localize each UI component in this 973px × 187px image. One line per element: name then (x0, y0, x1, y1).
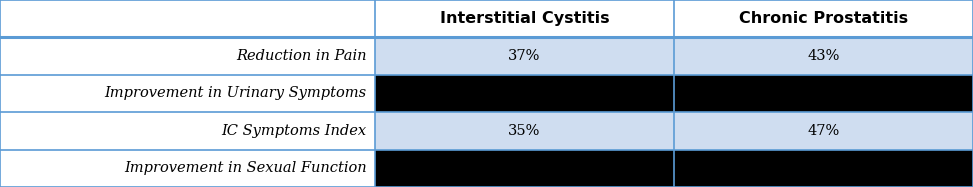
Text: 47%: 47% (808, 124, 840, 138)
Bar (375, 112, 674, 150)
Bar (674, 37, 973, 75)
Bar (674, 112, 973, 150)
Text: Chronic Prostatitis: Chronic Prostatitis (739, 11, 908, 26)
Text: 37%: 37% (508, 49, 541, 63)
Text: Improvement in Sexual Function: Improvement in Sexual Function (125, 161, 367, 175)
Text: IC Symptoms Index: IC Symptoms Index (222, 124, 367, 138)
Text: 35%: 35% (508, 124, 541, 138)
Bar (0, 150, 375, 187)
Bar (674, 75, 973, 112)
Bar (0, 75, 375, 112)
Bar (0, 37, 375, 75)
Bar (674, 150, 973, 187)
Bar (375, 37, 674, 75)
Bar (0, 112, 375, 150)
Bar (375, 150, 674, 187)
Bar (0, 0, 973, 37)
Text: 43%: 43% (808, 49, 840, 63)
Text: Interstitial Cystitis: Interstitial Cystitis (440, 11, 609, 26)
Text: Improvement in Urinary Symptoms: Improvement in Urinary Symptoms (105, 87, 367, 100)
Text: Reduction in Pain: Reduction in Pain (236, 49, 367, 63)
Bar (375, 75, 674, 112)
